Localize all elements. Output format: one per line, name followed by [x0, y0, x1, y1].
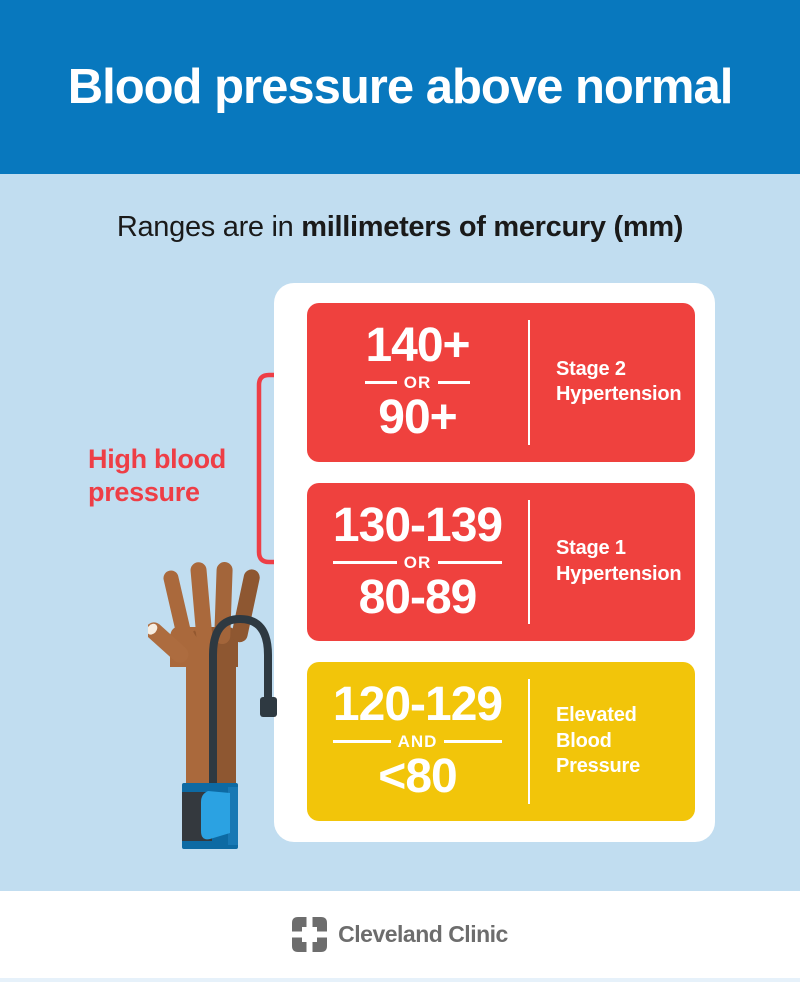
header-band: Blood pressure above normal [0, 0, 800, 174]
card-label-line: Hypertension [556, 383, 682, 406]
fingers [163, 562, 260, 645]
conjunction-row: AND [332, 732, 503, 752]
side-label-line1: High blood [88, 444, 226, 474]
page-title: Blood pressure above normal [67, 60, 734, 114]
card-elevated-blood-pressure: 120-129 AND <80 Elevated Blood Pressure [307, 662, 695, 822]
conjunction-row: OR [332, 552, 503, 572]
rule-line [365, 380, 397, 384]
diastolic-value: <80 [378, 750, 457, 804]
cuff-tube [209, 614, 277, 787]
conjunction-label: OR [403, 552, 432, 572]
high-blood-pressure-label: High blood pressure [88, 443, 226, 509]
card-label: Elevated Blood Pressure [530, 662, 695, 821]
card-stage-1-hypertension: 130-139 OR 80-89 Stage 1 Hypertension [307, 482, 695, 642]
card-label-line: Pressure [556, 755, 641, 778]
diastolic-value: 80-89 [358, 570, 478, 624]
card-label-line: Stage 2 [556, 357, 626, 380]
ranges-panel: 140+ OR 90+ Stage 2 Hypertension 13 [274, 283, 715, 842]
thumbnail [148, 623, 158, 635]
cleveland-clinic-wordmark: Cleveland Clinic [338, 921, 508, 947]
card-label-line: Stage 1 [556, 537, 626, 560]
card-label-line: Elevated [556, 704, 637, 727]
cleveland-clinic-logo-mark-icon [292, 917, 328, 952]
conjunction-label: AND [397, 732, 438, 752]
rule-line [438, 560, 503, 564]
card-label: Stage 1 Hypertension [530, 483, 695, 642]
tube-connector [260, 697, 277, 717]
systolic-value: 120-129 [332, 678, 503, 732]
card-label-line: Hypertension [556, 563, 682, 585]
card-values: 130-139 OR 80-89 [307, 483, 528, 642]
subtitle-prefix: Ranges are in [116, 211, 302, 243]
arm-with-blood-pressure-cuff-illustration [148, 562, 277, 849]
side-label-line2: pressure [88, 476, 200, 507]
bottom-strip [0, 978, 800, 982]
rule-line [332, 740, 391, 744]
rule-line [332, 560, 397, 564]
blood-pressure-cuff [182, 783, 238, 849]
rule-line [444, 740, 503, 744]
card-label: Stage 2 Hypertension [530, 303, 695, 462]
cleveland-clinic-logo: Cleveland Clinic [292, 917, 508, 952]
card-stage-2-hypertension: 140+ OR 90+ Stage 2 Hypertension [307, 303, 695, 462]
card-values: 140+ OR 90+ [307, 303, 528, 462]
card-divider [528, 499, 530, 625]
card-divider [528, 320, 530, 445]
card-values: 120-129 AND <80 [307, 662, 528, 821]
systolic-value: 130-139 [332, 498, 503, 552]
diastolic-value: 90+ [378, 390, 457, 444]
card-label-line: Blood [556, 729, 612, 752]
thumb [148, 622, 189, 663]
rule-line [438, 380, 470, 384]
conjunction-label: OR [403, 372, 432, 392]
systolic-value: 140+ [365, 318, 470, 372]
subtitle: Ranges are in millimeters of mercury (mm… [0, 211, 800, 244]
conjunction-row: OR [365, 372, 470, 392]
footer: Cleveland Clinic [0, 891, 800, 978]
card-divider [528, 679, 530, 805]
subtitle-units: millimeters of mercury (mm) [301, 211, 684, 243]
